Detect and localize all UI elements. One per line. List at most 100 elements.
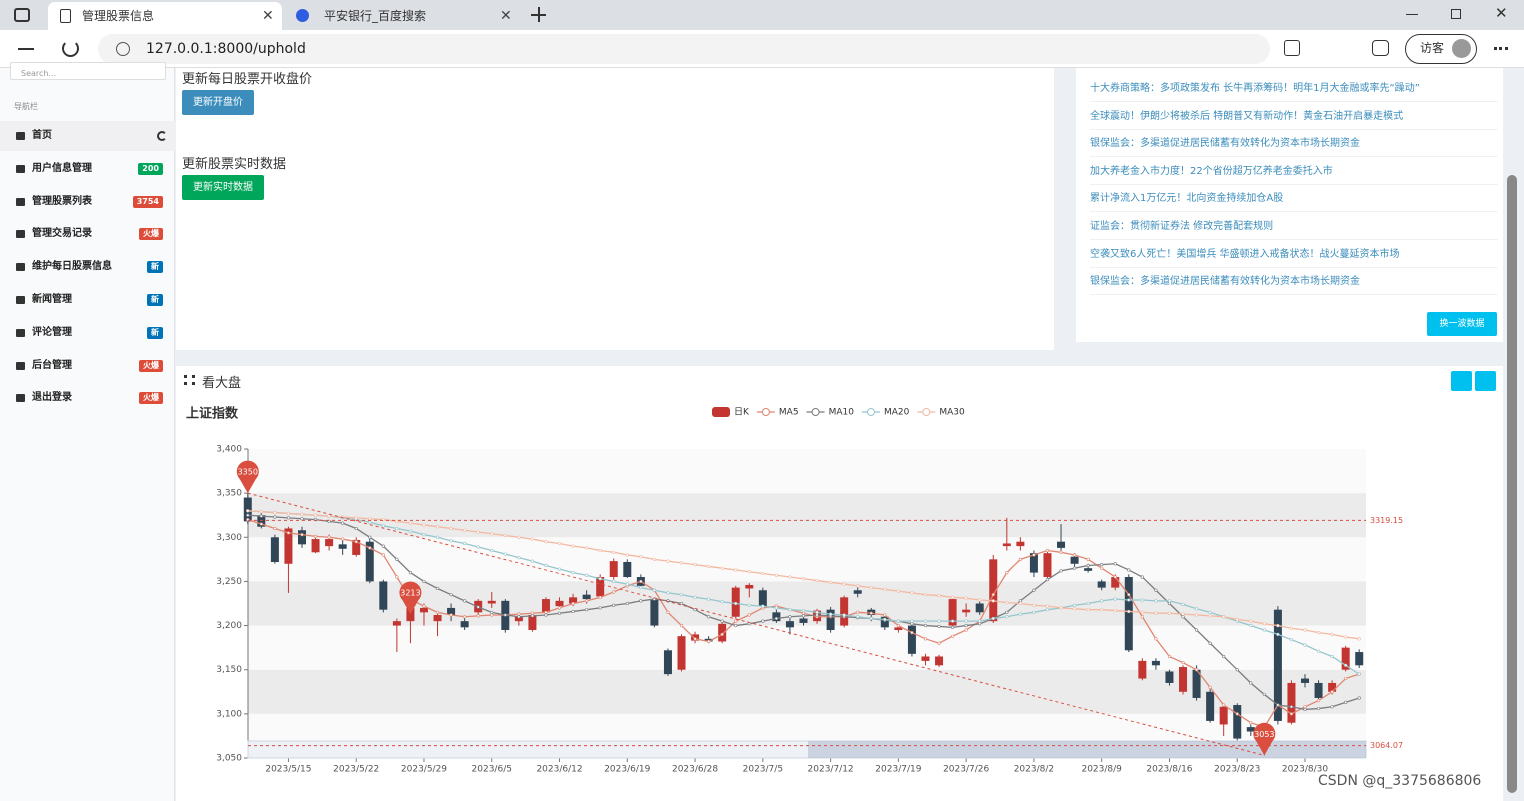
nav-item[interactable]: 管理交易记录 火爆 [0, 219, 175, 249]
ma-point [1357, 637, 1361, 641]
ma-point [1289, 638, 1294, 642]
news-link[interactable]: 银保监会：多渠道促进居民储蓄有效转化为资本市场长期资金 [1090, 130, 1498, 158]
news-link[interactable]: 空袭又致6人死亡！美国增兵 华盛顿进入戒备状态！战火蔓延资本市场 [1090, 241, 1498, 268]
nav-item[interactable]: 退出登录 火爆 [0, 383, 175, 413]
nav-item[interactable]: 评论管理 新 [0, 318, 175, 348]
ma-point [530, 614, 535, 618]
ma-point [774, 606, 778, 610]
tab[interactable]: 管理股票信息 ✕ [48, 2, 282, 30]
ma-point [598, 595, 602, 599]
ma-point [300, 517, 304, 521]
news-link[interactable]: 加大养老金入市力度！22个省份超万亿养老金委托入市 [1090, 158, 1498, 185]
news-link[interactable]: 全球震动！伊朗少将被杀后 特朗普又有新动作！黄金石油开启暴走模式 [1090, 103, 1498, 130]
tab-close[interactable]: ✕ [500, 8, 512, 24]
site-info[interactable] [116, 42, 130, 56]
ma-point [788, 608, 792, 612]
mark-line-label: 3319.15 [1370, 516, 1403, 525]
nav-item[interactable]: 新闻管理 新 [0, 285, 175, 315]
ma-point [829, 580, 833, 584]
nav-item[interactable]: 后台管理 火爆 [0, 351, 175, 381]
extensions-icon[interactable] [1372, 40, 1389, 56]
minimize[interactable] [1406, 14, 1418, 15]
ma-point [1235, 617, 1239, 621]
ma-point [517, 612, 521, 616]
ma-point [1032, 610, 1036, 614]
news-link[interactable]: 十大券商策略：多项政策发布 长牛再添筹码！明年1月大金融或率先“躁动” [1090, 75, 1498, 102]
ma-point [395, 575, 399, 579]
candle-body [379, 581, 388, 610]
ma-point [1140, 598, 1144, 602]
ma-point [612, 550, 616, 554]
back[interactable] [18, 48, 34, 50]
update-open-button[interactable]: 更新开盘价 [182, 90, 254, 115]
ma-point [1154, 611, 1158, 615]
ma-point [286, 531, 291, 535]
nav-item[interactable]: 首页 [0, 121, 175, 151]
ma-point [1005, 570, 1009, 575]
remove-button[interactable] [1475, 371, 1496, 391]
candle-body [569, 597, 578, 604]
nav-label: 导航栏 [14, 102, 38, 111]
tab-close[interactable]: ✕ [262, 8, 274, 24]
ma-point [1262, 692, 1266, 697]
ma-point [313, 534, 318, 539]
candle-body [975, 603, 984, 613]
news-link[interactable]: 累计净流入1万亿元！北向资金持续加仓A股 [1090, 185, 1498, 213]
close-window[interactable]: ✕ [1495, 4, 1508, 22]
candle-body [840, 597, 849, 626]
ma-point [381, 553, 385, 557]
ma-point [1249, 721, 1253, 725]
ma-point [1113, 575, 1117, 579]
scrollbar-thumb[interactable] [1507, 175, 1517, 793]
refresh-news-button[interactable]: 换一波数据 [1427, 312, 1497, 336]
ma-point [639, 599, 643, 603]
ma-point [449, 613, 453, 617]
ma-point [1303, 705, 1307, 709]
ma-point [408, 570, 413, 575]
search-box[interactable]: Search... [10, 62, 166, 80]
profile-button[interactable]: 访客 [1405, 34, 1477, 64]
menu[interactable] [1494, 47, 1508, 50]
trend-line [247, 492, 1265, 756]
candle-body [1029, 553, 1038, 573]
ma-point [1072, 607, 1077, 611]
split-icon[interactable] [1284, 40, 1300, 56]
candle-body [772, 612, 781, 622]
ma-point [788, 575, 792, 579]
nav-label: 维护每日股票信息 [32, 261, 112, 273]
x-tick-label: 2023/7/26 [943, 765, 989, 775]
ma-point [435, 586, 440, 591]
x-tick-label: 2023/8/2 [1014, 765, 1054, 775]
ma-point [856, 610, 860, 614]
news-panel: 换一波数据 十大券商策略：多项政策发布 长牛再添筹码！明年1月大金融或率先“躁动… [1076, 68, 1503, 342]
news-link[interactable]: 银保监会：多渠道促进居民储蓄有效转化为资本市场长期资金 [1090, 268, 1498, 296]
nav-item[interactable]: 管理股票列表 3754 [0, 187, 175, 217]
restore[interactable] [1451, 9, 1461, 19]
nav-item[interactable]: 维护每日股票信息 新 [0, 252, 175, 282]
ma-point [1167, 654, 1172, 659]
tab[interactable]: 平安银行_百度搜索 ✕ [290, 2, 520, 30]
url-field[interactable]: 127.0.0.1:8000/uphold [98, 34, 1270, 64]
candle-body [555, 600, 564, 607]
ma-point [300, 512, 304, 516]
x-tick-label: 2023/6/12 [536, 765, 582, 775]
collapse-button[interactable] [1451, 371, 1472, 391]
ma-point [1208, 614, 1212, 618]
ma-point [1140, 575, 1144, 579]
ma-point [1032, 588, 1036, 592]
update-realtime-button[interactable]: 更新实时数据 [182, 175, 264, 200]
nav-icon [16, 132, 25, 140]
nav-label: 评论管理 [32, 326, 72, 338]
nav-item[interactable]: 用户信息管理 200 [0, 154, 175, 184]
candle-body [785, 621, 794, 628]
reload[interactable] [62, 40, 79, 57]
ma-point [1208, 685, 1212, 689]
ma-point [1045, 548, 1050, 553]
tab-actions-icon[interactable] [14, 8, 30, 22]
candle-body [1355, 652, 1364, 666]
candle-body [1273, 609, 1282, 721]
candle-body [419, 607, 428, 613]
url-text: 127.0.0.1:8000/uphold [146, 41, 306, 57]
news-link[interactable]: 证监会：贯彻新证券法 修改完善配套规则 [1090, 213, 1498, 240]
ma-point [408, 529, 413, 533]
